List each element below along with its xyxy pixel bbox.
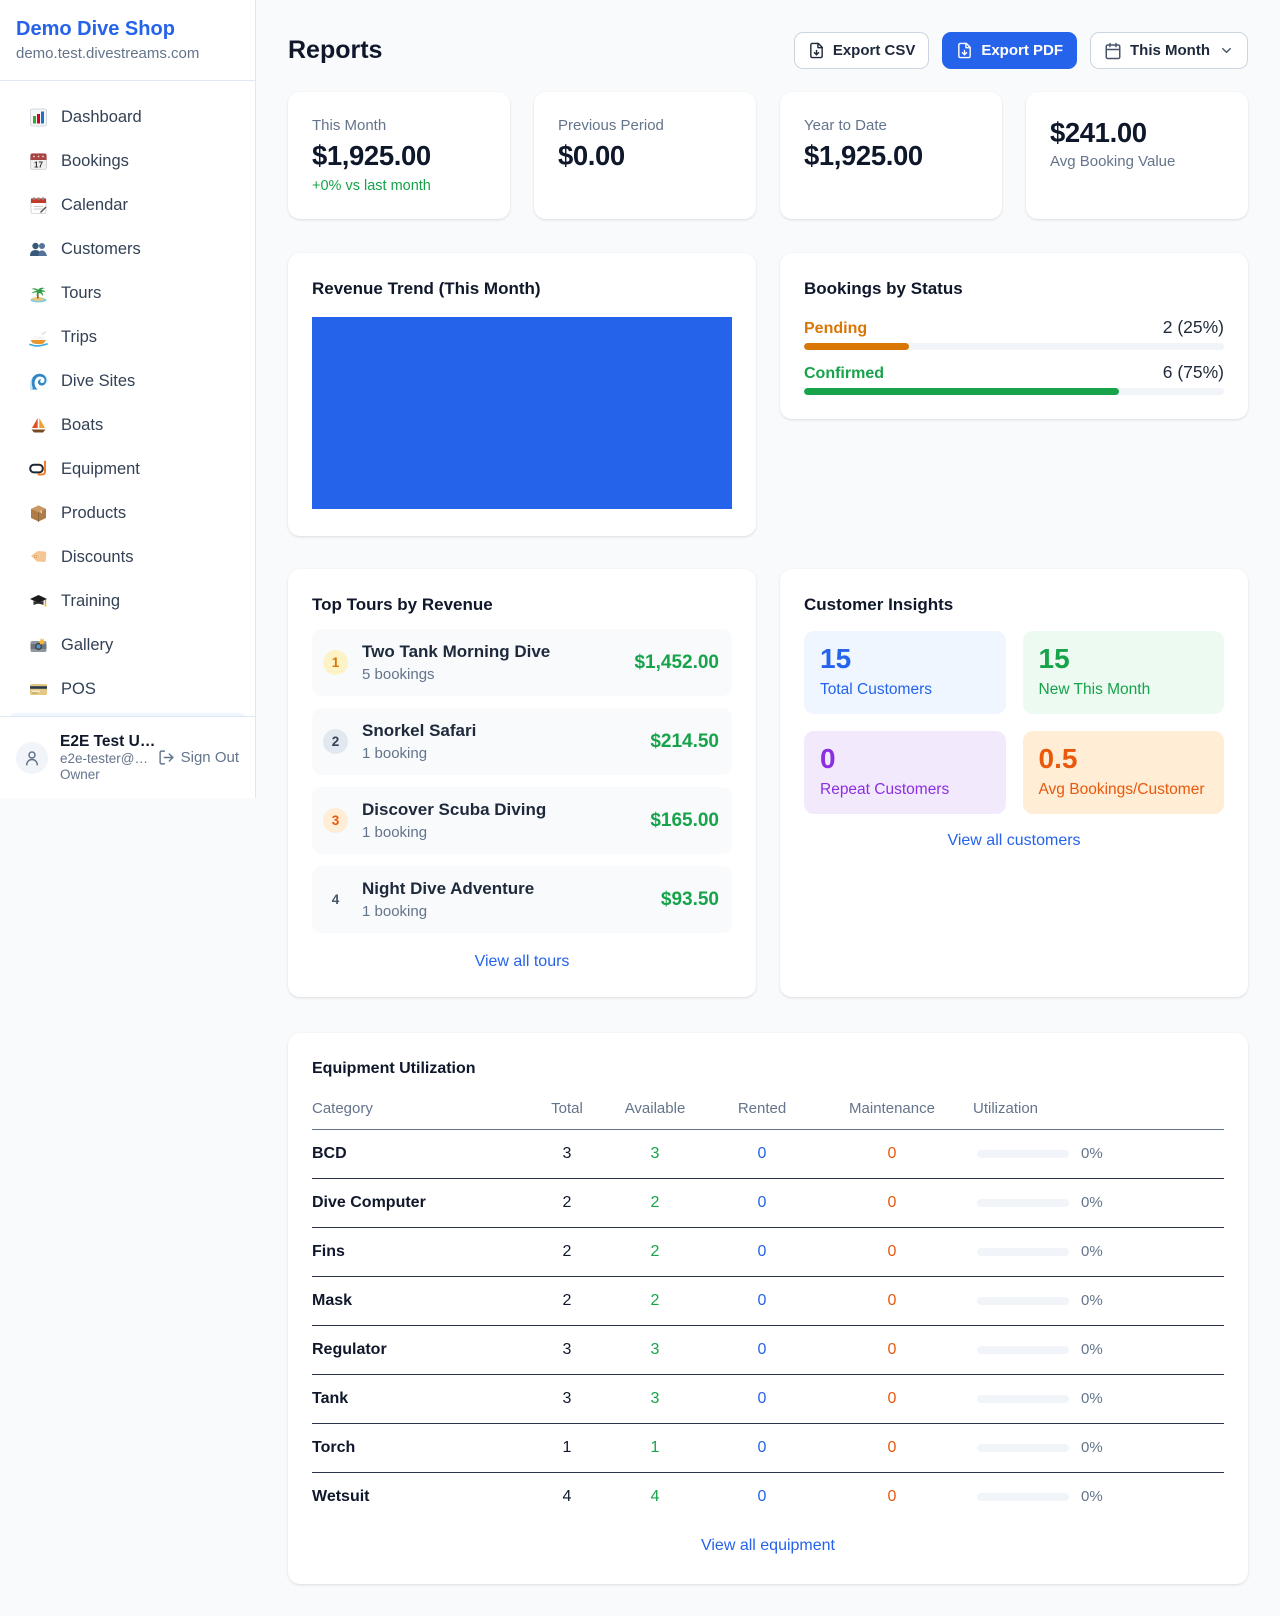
svg-text:17: 17 [34, 160, 43, 169]
